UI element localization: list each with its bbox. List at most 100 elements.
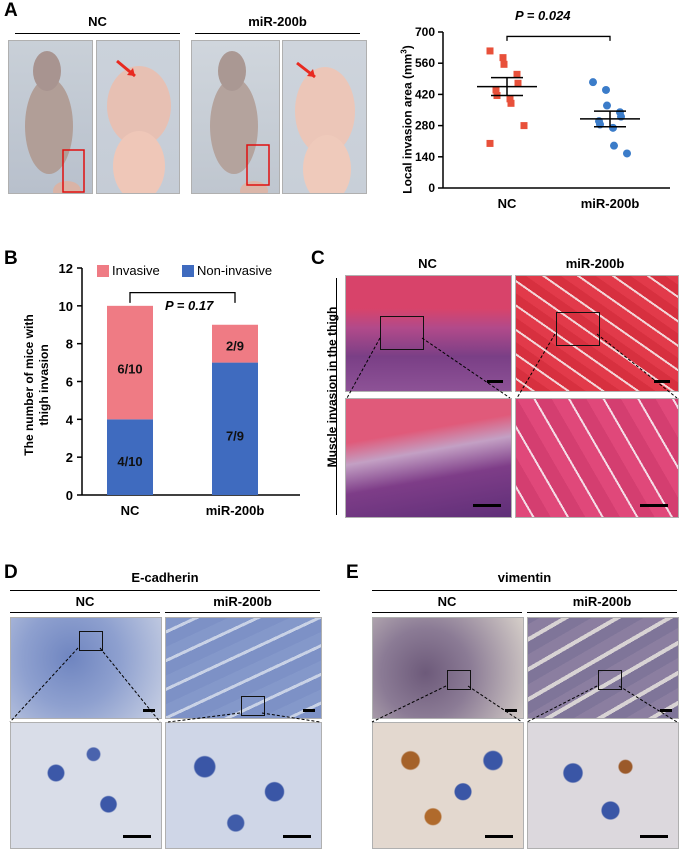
legend-swatch-non-invasive bbox=[182, 264, 194, 277]
scatter-xtick-label: NC bbox=[498, 196, 517, 211]
ihc-vim-nc-roi-box bbox=[447, 670, 471, 690]
scale-bar-e4 bbox=[640, 835, 668, 838]
he-mir-roi-box bbox=[556, 312, 600, 346]
zoom-connector-lines-e bbox=[371, 685, 678, 723]
photo-mouse-mir-whole bbox=[191, 40, 280, 194]
bar-ylabel-line2: thigh invasion bbox=[37, 344, 51, 426]
legend-label-invasive: Invasive bbox=[112, 263, 160, 278]
ihc-vim-mir-zoom bbox=[527, 722, 679, 849]
bar-ytick-label: 2 bbox=[66, 450, 73, 465]
scatter-ytick-label: 560 bbox=[415, 56, 435, 70]
legend-swatch-invasive bbox=[97, 264, 109, 277]
scale-bar-d2 bbox=[303, 709, 315, 712]
scatter-point-mir bbox=[609, 123, 617, 132]
bar-ytick-label: 8 bbox=[66, 337, 73, 352]
scatter-point-nc bbox=[486, 47, 494, 55]
ihc-title-ecadherin: E-cadherin bbox=[131, 570, 199, 585]
col-header-d-mir: miR-200b bbox=[213, 594, 272, 609]
panel-label-d: D bbox=[4, 562, 18, 583]
ihc-vim-nc-overview bbox=[372, 617, 524, 719]
scale-bar-e2 bbox=[660, 709, 672, 712]
ihc-ecad-nc-overview bbox=[10, 617, 162, 719]
roi-box-nc-mouse bbox=[62, 149, 85, 193]
scale-bar-d3 bbox=[123, 835, 151, 838]
legend-non-invasive: Non-invasive bbox=[182, 263, 272, 278]
side-bracket-line bbox=[336, 278, 337, 515]
scatter-point-mir bbox=[602, 85, 610, 94]
col-header-d-nc: NC bbox=[75, 594, 95, 609]
ihc-vim-mir-roi-box bbox=[598, 670, 622, 690]
bar-data-label: 4/10 bbox=[117, 454, 142, 469]
scatter-xtick-label: miR-200b bbox=[581, 196, 640, 211]
ihc-ecad-mir-overview bbox=[165, 617, 322, 719]
bar-segment-non-invasive bbox=[107, 419, 153, 495]
scatter-ytick-label: 140 bbox=[415, 150, 435, 164]
scatter-ytick-label: 420 bbox=[415, 87, 435, 101]
bar-segment-invasive bbox=[212, 324, 258, 363]
panel-label-c: C bbox=[311, 248, 325, 269]
bar-data-label: 6/10 bbox=[117, 361, 142, 376]
scatter-point-nc bbox=[486, 139, 494, 147]
subheader-underline-d-mir bbox=[165, 612, 320, 613]
scatter-point-mir bbox=[603, 101, 611, 110]
stacked-bar-chart-b: 0 2 4 6 8 10 12 4/10 6/10 NC 7/9 2/9 miR-200b bbox=[59, 261, 300, 518]
photo-thigh-nc-zoom bbox=[96, 40, 180, 194]
scatter-ytick-label: 0 bbox=[428, 181, 435, 195]
scatter-point-nc bbox=[507, 99, 515, 107]
bar-xtick-label: NC bbox=[121, 503, 140, 518]
scale-bar-c2 bbox=[654, 380, 670, 383]
bar-ytick-label: 10 bbox=[59, 299, 73, 314]
scatter-point-nc bbox=[520, 122, 528, 130]
ihc-vim-nc-zoom bbox=[372, 722, 524, 849]
bar-ylabel-line1: The number of mice with bbox=[22, 314, 36, 456]
bar-sig-bracket bbox=[129, 291, 236, 303]
bar-ytick-label: 12 bbox=[59, 261, 73, 276]
scatter-ylabel-text: Local invasion area (mm bbox=[400, 53, 415, 194]
bar-data-label: 2/9 bbox=[226, 339, 244, 354]
mouse-mir-illustration bbox=[210, 51, 270, 193]
col-header-e-mir: miR-200b bbox=[572, 594, 632, 609]
bar-xtick-label: miR-200b bbox=[206, 503, 265, 518]
he-nc-roi-box bbox=[380, 316, 424, 350]
scatter-ylabel-sup: 3 bbox=[399, 49, 409, 54]
title-underline-e bbox=[372, 590, 677, 591]
zoom-connector-lines-c bbox=[346, 333, 678, 399]
col-header-a-mir: miR-200b bbox=[248, 14, 307, 29]
panel-label-a: A bbox=[4, 0, 18, 21]
col-header-e-nc: NC bbox=[437, 594, 457, 609]
title-underline-d bbox=[10, 590, 320, 591]
bar-ytick-label: 0 bbox=[66, 488, 73, 503]
subheader-underline-d-nc bbox=[10, 612, 160, 613]
scatter-point-mir bbox=[589, 78, 597, 87]
bar-p-value: P = 0.17 bbox=[165, 298, 214, 313]
mouse-nc-illustration bbox=[25, 51, 85, 193]
photo-mouse-nc-whole bbox=[8, 40, 93, 194]
subheader-underline-e-nc bbox=[372, 612, 522, 613]
he-mir-overview bbox=[515, 275, 679, 392]
scatter-sig-bracket bbox=[506, 35, 611, 41]
he-nc-overview bbox=[345, 275, 512, 392]
scale-bar-c3 bbox=[473, 504, 501, 507]
scatter-ytick-label: 700 bbox=[415, 25, 435, 39]
bar-ytick-label: 6 bbox=[66, 375, 73, 390]
ihc-title-vimentin: vimentin bbox=[497, 570, 552, 585]
scatter-ylabel: Local invasion area (mm3) bbox=[400, 35, 415, 205]
scatter-point-nc bbox=[506, 95, 514, 103]
scale-bar-e1 bbox=[505, 709, 517, 712]
thigh-nc-illustration bbox=[107, 59, 171, 193]
legend-invasive: Invasive bbox=[97, 263, 160, 278]
scale-bar-c1 bbox=[487, 380, 503, 383]
scatter-ylabel-end: ) bbox=[400, 45, 415, 50]
col-header-c-mir: miR-200b bbox=[565, 256, 625, 271]
bar-data-label: 7/9 bbox=[226, 428, 244, 443]
photo-thigh-mir-zoom bbox=[282, 40, 367, 194]
ihc-vim-mir-overview bbox=[527, 617, 679, 719]
header-underline-a-mir bbox=[195, 33, 360, 34]
bar-segment-non-invasive bbox=[212, 362, 258, 495]
roi-box-mir-mouse bbox=[246, 144, 270, 186]
legend-label-non-invasive: Non-invasive bbox=[197, 263, 273, 278]
scatter-point-nc bbox=[513, 70, 521, 78]
zoom-connector-lines-d bbox=[9, 647, 321, 723]
he-mir-zoom bbox=[515, 398, 679, 518]
scatter-point-nc bbox=[499, 54, 507, 62]
